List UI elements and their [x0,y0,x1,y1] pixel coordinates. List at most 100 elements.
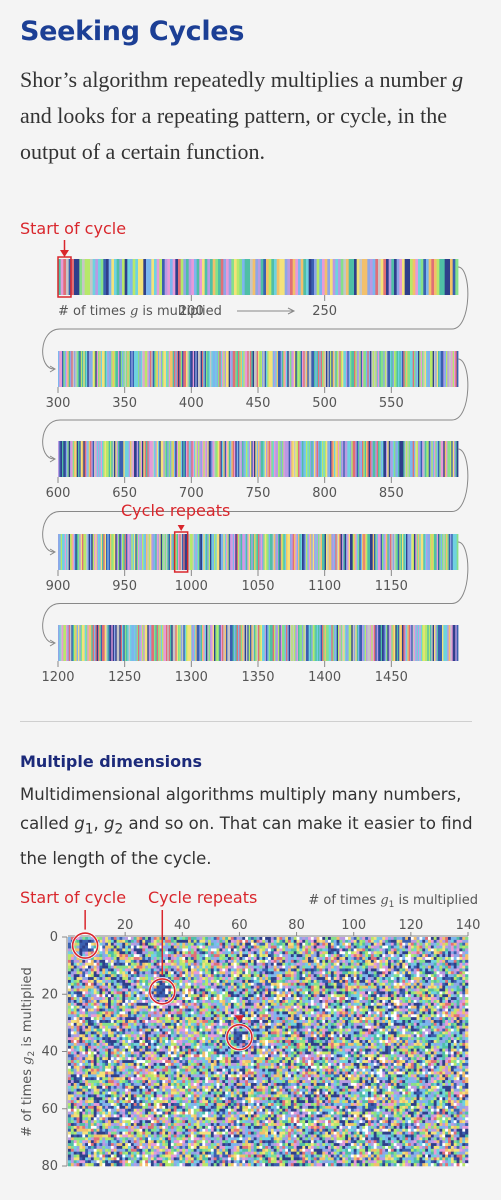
grid-cell [137,946,140,949]
grid-cell [385,940,388,943]
grid-cell [437,1006,440,1009]
grid-cell [179,1009,182,1012]
grid-cell [277,989,280,992]
grid-cell [217,986,220,989]
grid-cell [322,963,325,966]
grid-cell [311,991,314,994]
grid-cell [359,991,362,994]
grid-cell [382,989,385,992]
grid-cell [228,951,231,954]
grid-cell [405,940,408,943]
grid-cell [134,986,137,989]
grid-cell [322,946,325,949]
grid-cell [142,971,145,974]
grid-cell [225,994,228,997]
grid-cell [419,974,422,977]
grid-cell [411,948,414,951]
grid-cell [311,960,314,963]
grid-cell [265,980,268,983]
grid-cell [334,983,337,986]
grid-cell [248,1003,251,1006]
grid-cell [222,977,225,980]
grid-cell [171,957,174,960]
grid-cell [74,986,77,989]
grid-cell [257,954,260,957]
grid-cell [202,1003,205,1006]
grid-cell [417,963,420,966]
grid-cell [342,937,345,940]
grid-cell [211,989,214,992]
grid-cell [337,980,340,983]
grid-cell [302,946,305,949]
grid-cell [431,994,434,997]
grid-cell [79,980,82,983]
grid-cell [254,997,257,1000]
grid-cell [374,937,377,940]
grid-cell [277,940,280,943]
grid-cell [154,946,157,949]
grid-cell [139,989,142,992]
grid-cell [459,951,462,954]
grid-cell [431,983,434,986]
grid-cell [177,997,180,1000]
grid-cell [357,980,360,983]
grid-cell [445,991,448,994]
grid-cell [271,968,274,971]
grid-cell [191,989,194,992]
grid-cell [308,940,311,943]
grid-cell [122,989,125,992]
grid-cell [119,943,122,946]
grid-cell [317,963,320,966]
grid-cell [82,1009,85,1012]
grid-cell [251,946,254,949]
grid-cell [331,977,334,980]
grid-cell [351,980,354,983]
grid-cell [137,994,140,997]
grid-cell [94,957,97,960]
grid-cell [388,948,391,951]
grid-cell [182,980,185,983]
grid-cell [417,977,420,980]
grid-cell [171,966,174,969]
grid-cell [237,957,240,960]
grid-cell [142,951,145,954]
grid-cell [337,966,340,969]
grid-cell [68,940,71,943]
grid-cell [82,937,85,940]
grid-cell [397,1003,400,1006]
grid-cell [422,1000,425,1003]
grid-cell [154,957,157,960]
grid-cell [248,940,251,943]
grid-cell [342,983,345,986]
grid-cell [88,977,91,980]
grid-cell [379,1006,382,1009]
grid-cell [202,946,205,949]
grid-cell [88,960,91,963]
grid-cell [442,948,445,951]
grid-cell [357,954,360,957]
grid-cell [202,977,205,980]
grid-cell [105,954,108,957]
grid-cell [168,957,171,960]
grid-cell [457,983,460,986]
grid-cell [179,997,182,1000]
grid-cell [274,986,277,989]
grid-cell [462,989,465,992]
grid-cell [425,957,428,960]
grid-cell [117,943,120,946]
grid-cell [211,968,214,971]
grid-cell [185,957,188,960]
grid-cell [408,943,411,946]
grid-cell [85,1009,88,1012]
grid-cell [108,946,111,949]
grid-cell [185,977,188,980]
grid-cell [225,968,228,971]
grid-cell [77,968,80,971]
grid-cell [142,994,145,997]
grid-cell [328,991,331,994]
grid-cell [108,948,111,951]
grid-cell [122,991,125,994]
grid-cell [262,971,265,974]
grid-cell [117,977,120,980]
grid-cell [285,954,288,957]
